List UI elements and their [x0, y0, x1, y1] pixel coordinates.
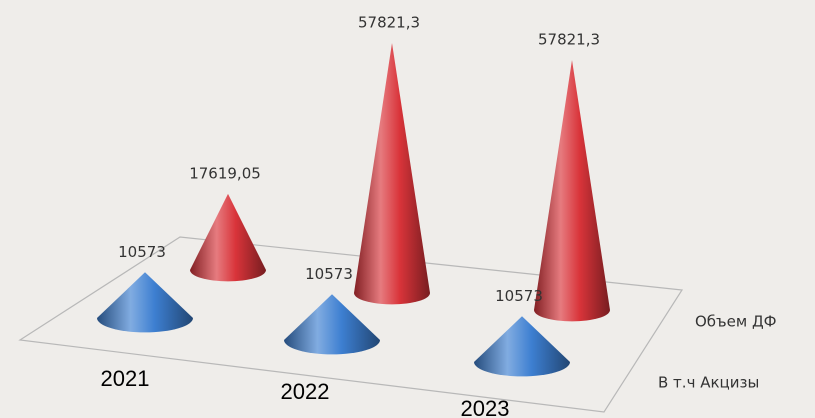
cone	[474, 316, 570, 377]
cone	[354, 43, 430, 305]
value-label: 10573	[495, 287, 543, 305]
category-label: 2021	[101, 366, 150, 391]
legend-label: Объем ДФ	[695, 313, 777, 331]
value-label: 57821,3	[358, 14, 420, 32]
value-label: 17619,05	[189, 164, 261, 182]
floor	[18, 236, 684, 413]
category-label: 2022	[281, 379, 330, 404]
cone	[284, 294, 380, 355]
cone	[190, 193, 266, 282]
value-label: 10573	[305, 265, 353, 283]
legend-label: В т.ч Акцизы	[658, 374, 759, 392]
value-label: 10573	[118, 243, 166, 261]
cone	[97, 272, 193, 333]
category-label: 2023	[461, 396, 510, 418]
value-label: 57821,3	[538, 31, 600, 49]
cone	[534, 60, 610, 322]
